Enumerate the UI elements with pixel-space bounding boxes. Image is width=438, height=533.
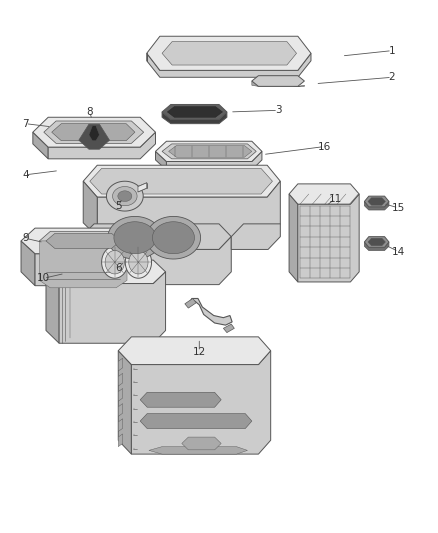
- Polygon shape: [118, 434, 123, 447]
- Polygon shape: [108, 216, 162, 259]
- Polygon shape: [167, 107, 223, 117]
- Polygon shape: [125, 246, 152, 278]
- Text: 8: 8: [86, 107, 93, 117]
- Polygon shape: [223, 324, 234, 333]
- Polygon shape: [289, 194, 298, 282]
- Text: 14: 14: [392, 247, 405, 256]
- Polygon shape: [162, 104, 227, 119]
- Polygon shape: [182, 437, 221, 450]
- Polygon shape: [79, 124, 110, 149]
- Polygon shape: [39, 241, 127, 288]
- Polygon shape: [118, 419, 123, 432]
- Text: 6: 6: [115, 263, 122, 273]
- Text: 5: 5: [115, 201, 122, 211]
- Polygon shape: [118, 389, 123, 401]
- Text: 11: 11: [328, 194, 342, 204]
- Polygon shape: [140, 414, 252, 429]
- Text: 12: 12: [193, 347, 206, 357]
- Polygon shape: [21, 241, 35, 286]
- Polygon shape: [118, 191, 132, 201]
- Text: 9: 9: [22, 233, 29, 243]
- Polygon shape: [81, 237, 94, 285]
- Polygon shape: [21, 228, 134, 254]
- Text: 7: 7: [22, 119, 29, 128]
- Polygon shape: [46, 260, 166, 284]
- Polygon shape: [162, 144, 256, 159]
- Polygon shape: [147, 36, 311, 70]
- Polygon shape: [368, 238, 385, 246]
- Polygon shape: [94, 237, 231, 285]
- Polygon shape: [46, 233, 120, 248]
- Polygon shape: [118, 337, 271, 365]
- Polygon shape: [298, 194, 359, 282]
- Polygon shape: [169, 146, 252, 157]
- Polygon shape: [106, 181, 143, 211]
- Polygon shape: [146, 216, 201, 259]
- Polygon shape: [149, 447, 247, 454]
- Polygon shape: [129, 251, 148, 274]
- Polygon shape: [114, 222, 156, 254]
- Polygon shape: [39, 231, 127, 251]
- Polygon shape: [118, 373, 123, 386]
- Polygon shape: [97, 181, 280, 237]
- Text: 3: 3: [275, 106, 282, 115]
- Text: 10: 10: [37, 273, 50, 283]
- Polygon shape: [364, 237, 389, 247]
- Polygon shape: [59, 272, 166, 343]
- Text: 1: 1: [389, 46, 396, 55]
- Polygon shape: [231, 224, 280, 249]
- Polygon shape: [162, 112, 227, 124]
- Polygon shape: [364, 201, 389, 210]
- Polygon shape: [35, 241, 134, 286]
- Text: 2: 2: [389, 72, 396, 82]
- Polygon shape: [81, 224, 231, 249]
- Polygon shape: [185, 298, 196, 308]
- Polygon shape: [140, 392, 221, 407]
- Polygon shape: [289, 184, 359, 204]
- Polygon shape: [118, 351, 131, 454]
- Polygon shape: [83, 165, 280, 197]
- Polygon shape: [252, 81, 304, 86]
- Polygon shape: [152, 222, 194, 254]
- Polygon shape: [33, 132, 48, 159]
- Polygon shape: [33, 117, 155, 147]
- Polygon shape: [102, 246, 128, 278]
- Polygon shape: [147, 53, 311, 77]
- Polygon shape: [155, 141, 262, 161]
- Polygon shape: [83, 181, 97, 237]
- Polygon shape: [368, 198, 385, 205]
- Polygon shape: [155, 151, 166, 170]
- Polygon shape: [52, 124, 135, 141]
- Polygon shape: [364, 196, 389, 207]
- Polygon shape: [48, 132, 155, 159]
- Polygon shape: [138, 183, 147, 192]
- Polygon shape: [131, 351, 271, 454]
- Text: 15: 15: [392, 203, 405, 213]
- Polygon shape: [90, 168, 272, 194]
- Polygon shape: [166, 151, 262, 170]
- Polygon shape: [118, 403, 123, 416]
- Polygon shape: [162, 42, 297, 65]
- Polygon shape: [118, 358, 123, 371]
- Polygon shape: [188, 298, 232, 325]
- Polygon shape: [113, 187, 137, 206]
- Polygon shape: [364, 242, 389, 251]
- Polygon shape: [105, 251, 124, 274]
- Text: 4: 4: [22, 170, 29, 180]
- Text: 16: 16: [318, 142, 331, 151]
- Polygon shape: [89, 126, 99, 141]
- Polygon shape: [46, 272, 59, 343]
- Polygon shape: [44, 121, 144, 143]
- Polygon shape: [252, 76, 304, 86]
